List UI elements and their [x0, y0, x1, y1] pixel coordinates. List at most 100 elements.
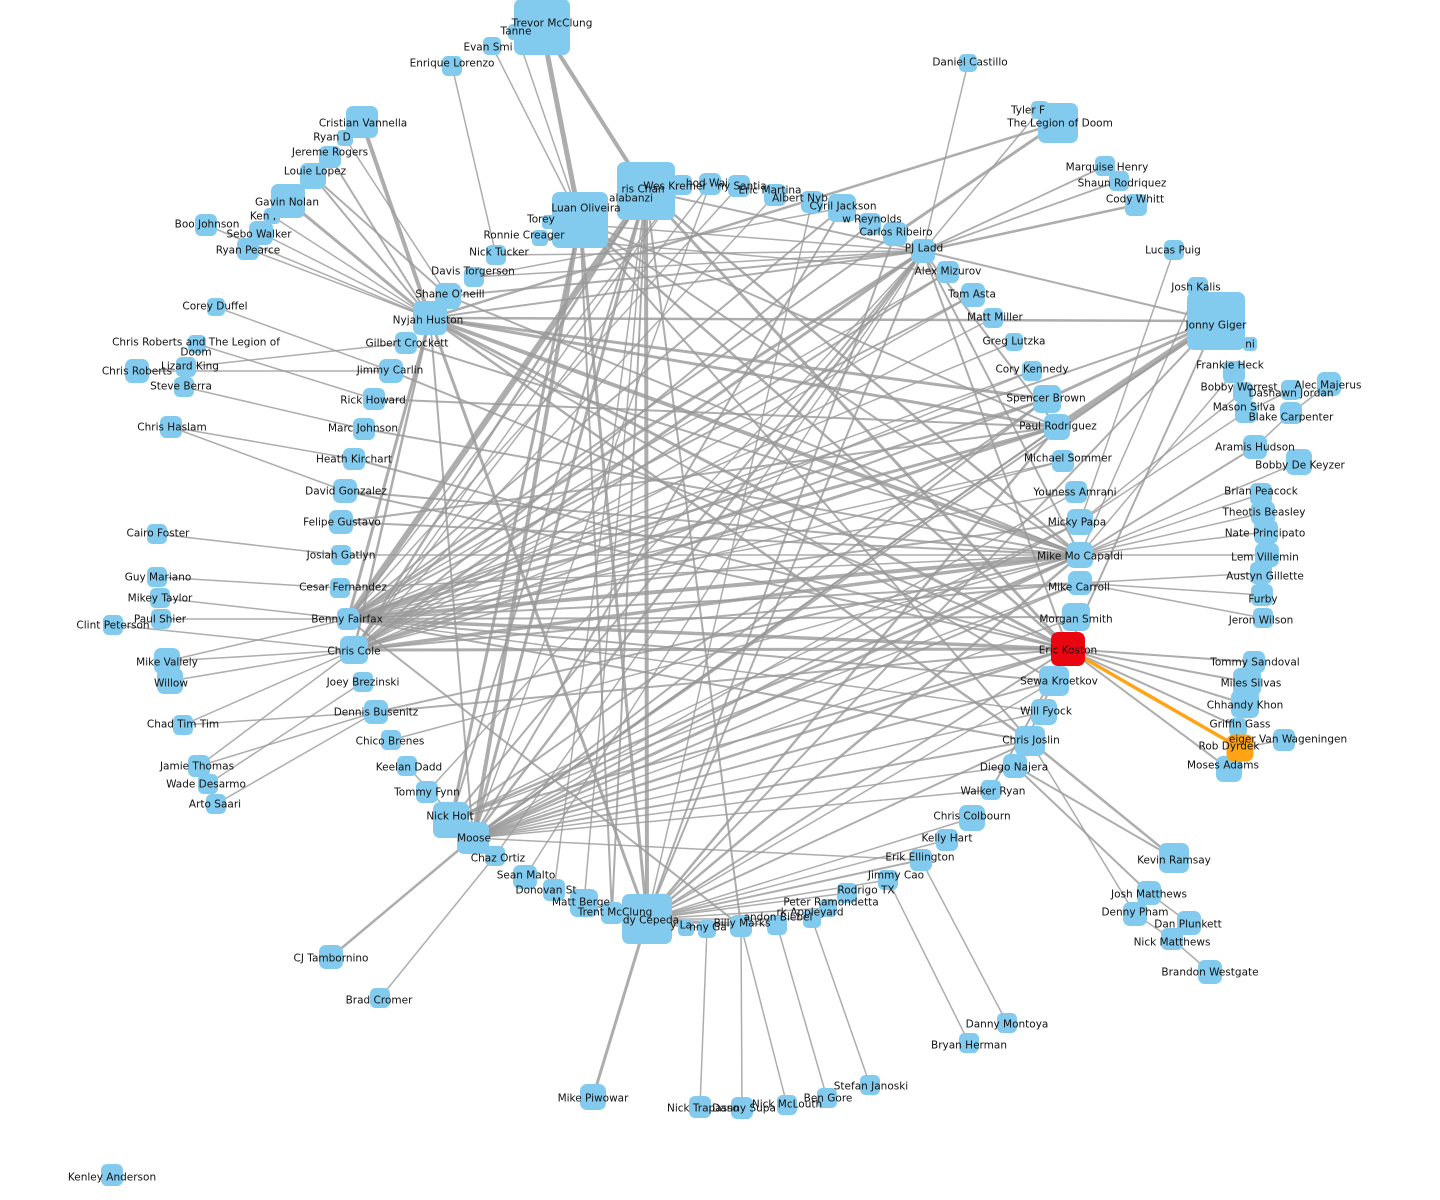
node-cesar[interactable]	[330, 578, 350, 598]
node-chhandy[interactable]	[1231, 690, 1259, 718]
node-koston[interactable]	[1051, 632, 1085, 666]
node-spencer[interactable]	[1033, 385, 1061, 413]
node-billym[interactable]	[730, 915, 752, 937]
node-lutzka[interactable]	[1005, 333, 1023, 351]
node-bengore[interactable]	[817, 1088, 837, 1108]
node-enrique[interactable]	[442, 56, 462, 76]
node-dannymont[interactable]	[997, 1013, 1017, 1033]
node-louie[interactable]	[300, 163, 326, 189]
node-theotis[interactable]	[1251, 501, 1275, 525]
node-sommer[interactable]	[1052, 450, 1074, 472]
node-reynolds[interactable]	[859, 213, 881, 235]
node-codyw[interactable]	[1125, 194, 1147, 216]
node-jimmyc[interactable]	[379, 359, 403, 383]
node-bradc[interactable]	[370, 988, 390, 1008]
node-steveb[interactable]	[174, 377, 194, 397]
node-kenley[interactable]	[101, 1164, 123, 1186]
node-pjladd[interactable]	[911, 239, 935, 263]
node-appleyard[interactable]	[803, 910, 821, 928]
node-dannysupa[interactable]	[731, 1097, 753, 1119]
node-joslin[interactable]	[1015, 726, 1045, 756]
node-cairo[interactable]	[147, 524, 167, 544]
node-stefan[interactable]	[860, 1075, 880, 1095]
node-jereme[interactable]	[319, 146, 341, 168]
node-ni[interactable]	[1243, 337, 1257, 351]
node-donovan[interactable]	[543, 879, 565, 901]
node-hodwai[interactable]	[699, 173, 721, 195]
node-dyrdek[interactable]	[1226, 734, 1254, 762]
node-marquise[interactable]	[1095, 156, 1115, 176]
node-crtlod[interactable]	[188, 335, 206, 353]
node-joey[interactable]	[353, 672, 373, 692]
node-daniel[interactable]	[959, 54, 977, 72]
node-cj[interactable]	[319, 945, 343, 969]
node-mikemo[interactable]	[1067, 542, 1093, 568]
node-carlos[interactable]	[883, 222, 907, 246]
node-nickholt[interactable]	[433, 802, 469, 838]
node-tommys[interactable]	[1243, 651, 1265, 673]
node-cepeda[interactable]	[622, 894, 672, 944]
node-legion[interactable]	[1038, 103, 1078, 143]
node-brandonw[interactable]	[1198, 960, 1222, 984]
node-cole[interactable]	[340, 636, 368, 664]
node-lucas[interactable]	[1164, 240, 1184, 260]
node-walkerr[interactable]	[981, 780, 1001, 800]
node-colbourn[interactable]	[959, 805, 985, 831]
node-bobbyd[interactable]	[1286, 449, 1312, 475]
node-nicktuck[interactable]	[486, 245, 506, 265]
node-davidg[interactable]	[333, 479, 357, 503]
node-rick[interactable]	[363, 388, 385, 410]
node-mattb[interactable]	[570, 889, 598, 917]
node-joshm[interactable]	[1137, 881, 1161, 905]
node-ronnie[interactable]	[532, 230, 548, 246]
node-sebo[interactable]	[249, 221, 273, 245]
node-prod[interactable]	[1044, 414, 1070, 440]
node-morgan[interactable]	[1062, 603, 1090, 631]
node-shaunr[interactable]	[1109, 171, 1129, 191]
node-nickm[interactable]	[1161, 928, 1183, 950]
node-biebel[interactable]	[767, 915, 787, 935]
node-benny[interactable]	[337, 608, 359, 630]
node-heath[interactable]	[343, 448, 365, 470]
node-jamie[interactable]	[188, 755, 210, 777]
node-bryanh[interactable]	[959, 1033, 979, 1053]
node-lem[interactable]	[1255, 543, 1279, 567]
node-carroll[interactable]	[1068, 571, 1092, 595]
node-kevinr[interactable]	[1159, 843, 1189, 873]
node-martina[interactable]	[764, 184, 786, 206]
node-jonny[interactable]	[1187, 292, 1245, 350]
node-albert[interactable]	[801, 191, 823, 213]
node-moses[interactable]	[1216, 756, 1242, 782]
node-willf[interactable]	[1031, 699, 1057, 725]
node-keelan[interactable]	[397, 756, 417, 776]
node-sewa[interactable]	[1039, 666, 1069, 696]
node-chrishas[interactable]	[160, 416, 182, 438]
node-tommyf[interactable]	[416, 781, 438, 803]
node-rodrigotx[interactable]	[837, 883, 857, 903]
node-seanm[interactable]	[513, 865, 537, 889]
node-aramis[interactable]	[1243, 435, 1267, 459]
node-josiah[interactable]	[331, 545, 351, 565]
node-denny[interactable]	[1123, 902, 1147, 926]
node-chico[interactable]	[381, 730, 401, 750]
node-cristian[interactable]	[346, 106, 378, 138]
node-wade[interactable]	[198, 774, 218, 794]
node-griffin[interactable]	[1229, 718, 1247, 736]
node-lizard[interactable]	[176, 357, 196, 377]
node-felipe[interactable]	[329, 510, 353, 534]
node-clint[interactable]	[103, 615, 123, 635]
node-tomasta[interactable]	[961, 283, 985, 307]
node-arto[interactable]	[206, 794, 226, 814]
node-dennisb[interactable]	[364, 700, 388, 724]
node-santia[interactable]	[728, 175, 750, 197]
node-nate[interactable]	[1254, 520, 1278, 544]
node-diego[interactable]	[1003, 754, 1027, 778]
node-cyril[interactable]	[828, 194, 856, 222]
node-wageningen[interactable]	[1273, 729, 1295, 751]
node-chad[interactable]	[173, 715, 193, 735]
node-chaz[interactable]	[485, 846, 505, 866]
node-kellyh[interactable]	[936, 829, 958, 851]
node-micky[interactable]	[1067, 509, 1093, 535]
node-mizurov[interactable]	[937, 261, 959, 283]
node-davist[interactable]	[464, 267, 484, 287]
